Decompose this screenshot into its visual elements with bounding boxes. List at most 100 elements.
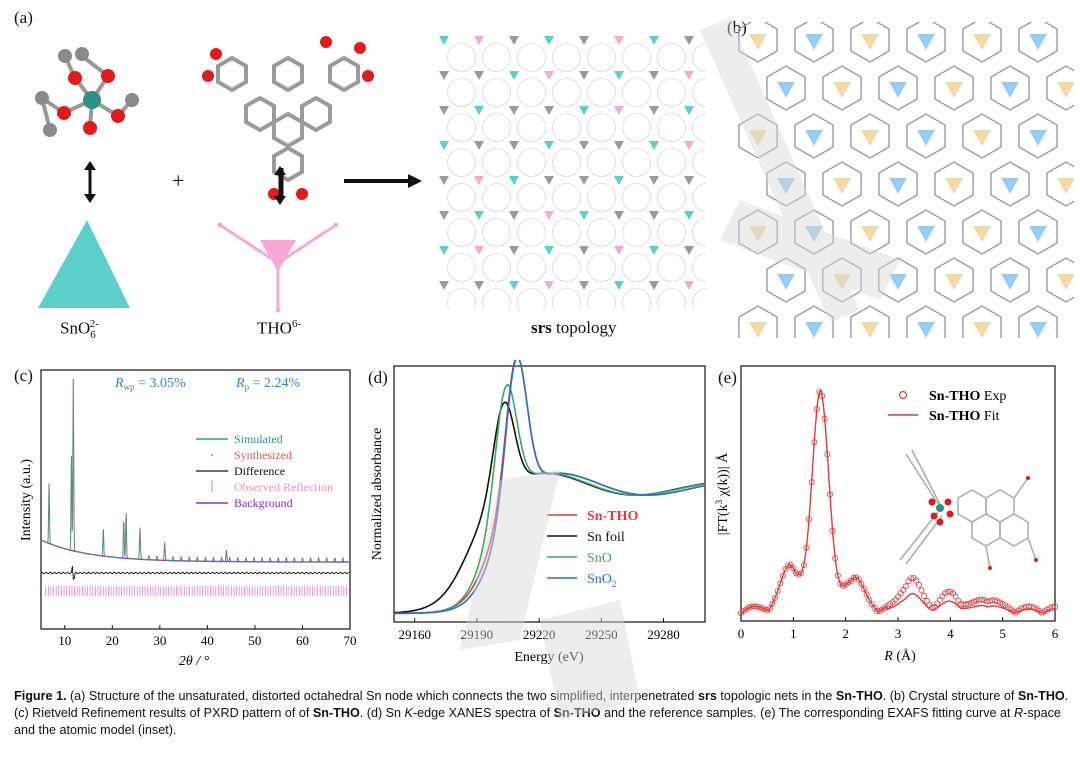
crystal-node: [805, 34, 823, 50]
pxrd-frame: [40, 369, 351, 630]
lattice-node: [439, 36, 476, 72]
legend-exp: Sn-THO Exp: [929, 389, 1006, 404]
exp-point: [897, 590, 904, 597]
lattice-node: [684, 71, 706, 107]
crystal-structure-image: [738, 22, 1074, 338]
panel-e-letter: (e): [718, 368, 737, 387]
crystal-ring: [738, 209, 778, 255]
crystal-ring: [766, 65, 806, 111]
srs-topology-label: srs topology: [531, 318, 617, 337]
crystal-ring: [878, 161, 918, 207]
crystal-ring: [934, 161, 974, 207]
crystal-ring: [738, 305, 778, 338]
crystal-ring: [850, 305, 890, 338]
xanes-tick-label: 29160: [398, 627, 431, 642]
lattice-node: [509, 141, 546, 177]
lattice-node: [544, 281, 581, 310]
lattice-node: [509, 36, 546, 72]
lattice-node: [509, 211, 546, 247]
exp-point: [991, 597, 998, 604]
crystal-ring: [794, 209, 834, 255]
exp-point: [821, 415, 828, 422]
rp-text: Rp = 2.24%: [235, 376, 300, 392]
lattice-node: [684, 36, 706, 72]
exp-point: [785, 562, 792, 569]
crystal-ring: [766, 161, 806, 207]
pxrd-chart: Intensity (a.u.) 2θ / ° Rwp = 3.05% Rp =…: [19, 369, 357, 669]
exp-point: [1028, 603, 1035, 610]
crystal-node: [889, 274, 907, 290]
exp-point: [840, 582, 847, 589]
exp-point: [813, 406, 820, 413]
legend-difference: Difference: [234, 464, 285, 478]
crystal-ring: [850, 209, 890, 255]
crystal-ring: [990, 65, 1030, 111]
double-arrow-icon: [84, 161, 96, 203]
tho6-label: THO6-: [257, 318, 302, 338]
exp-point: [777, 580, 784, 587]
exafs-legend: Sn-THO Exp Sn-THO Fit: [888, 389, 1006, 424]
tho-ligand-icon: [216, 55, 360, 183]
exp-point: [908, 575, 915, 582]
lattice-node: [649, 246, 686, 282]
lattice-node: [614, 71, 651, 107]
lattice-node: [509, 106, 546, 142]
crystal-ring: [906, 113, 946, 159]
crystal-node: [861, 34, 879, 50]
exp-point: [756, 604, 763, 611]
lattice-node: [439, 71, 476, 107]
crystal-ring: [962, 305, 1002, 338]
exafs-chart: |FT(k3 χ(k))| Å R (Å) 0 1 2 3 4 5 6 Sn-THO Exp…: [714, 365, 1059, 664]
crystal-ring: [1046, 65, 1074, 111]
exp-point: [921, 592, 928, 599]
crystal-ring: [990, 161, 1030, 207]
crystal-node: [805, 130, 823, 146]
legend-sno: SnO: [587, 551, 612, 566]
plus-sign: +: [172, 168, 184, 193]
crystal-node: [945, 274, 963, 290]
crystal-node: [1001, 178, 1019, 194]
exp-point: [1049, 603, 1056, 610]
fit-line: [740, 389, 1056, 614]
pxrd-tick-label: 30: [153, 633, 166, 648]
lattice-node: [649, 141, 686, 177]
pxrd-tick-label: 70: [344, 633, 357, 648]
crystal-node: [1057, 178, 1074, 194]
lattice-node: [509, 246, 546, 282]
crystal-node: [917, 322, 935, 338]
double-arrow-icon-tho: [274, 166, 286, 205]
lattice-node: [684, 106, 706, 142]
crystal-ring: [906, 209, 946, 255]
legend-fit: Sn-THO Fit: [929, 409, 1000, 424]
lattice-node: [684, 176, 706, 212]
lattice-node: [579, 71, 616, 107]
panel-a-graphic: +: [35, 36, 422, 313]
legend-observed-reflection: Observed Reflection: [234, 480, 333, 494]
exp-point: [863, 591, 870, 598]
crystal-ring: [906, 22, 946, 63]
lattice-node: [579, 176, 616, 212]
exp-point: [913, 577, 920, 584]
exp-point: [855, 576, 862, 583]
lattice-node: [649, 106, 686, 142]
lattice-node: [649, 36, 686, 72]
lattice-node: [614, 141, 651, 177]
lattice-node: [474, 211, 511, 247]
lattice-node: [544, 36, 581, 72]
lattice-node: [439, 106, 476, 142]
crystal-ring: [822, 257, 862, 303]
lattice-node: [544, 71, 581, 107]
crystal-node: [945, 82, 963, 98]
crystal-ring: [1018, 22, 1058, 63]
exp-point: [900, 586, 907, 593]
lattice-node: [474, 246, 511, 282]
xanes-legend: Sn-THO Sn foil SnO SnO2: [547, 509, 638, 589]
panel-c-letter: (c): [14, 366, 33, 385]
exp-point: [766, 605, 773, 612]
lattice-node: [509, 281, 546, 310]
exp-point: [860, 585, 867, 592]
panel-a-letter: (a): [14, 8, 33, 27]
exp-point: [858, 580, 865, 587]
sn-tho-line: [394, 360, 706, 615]
exafs-ylabel: |FT(k3 χ(k))| Å: [714, 452, 731, 535]
